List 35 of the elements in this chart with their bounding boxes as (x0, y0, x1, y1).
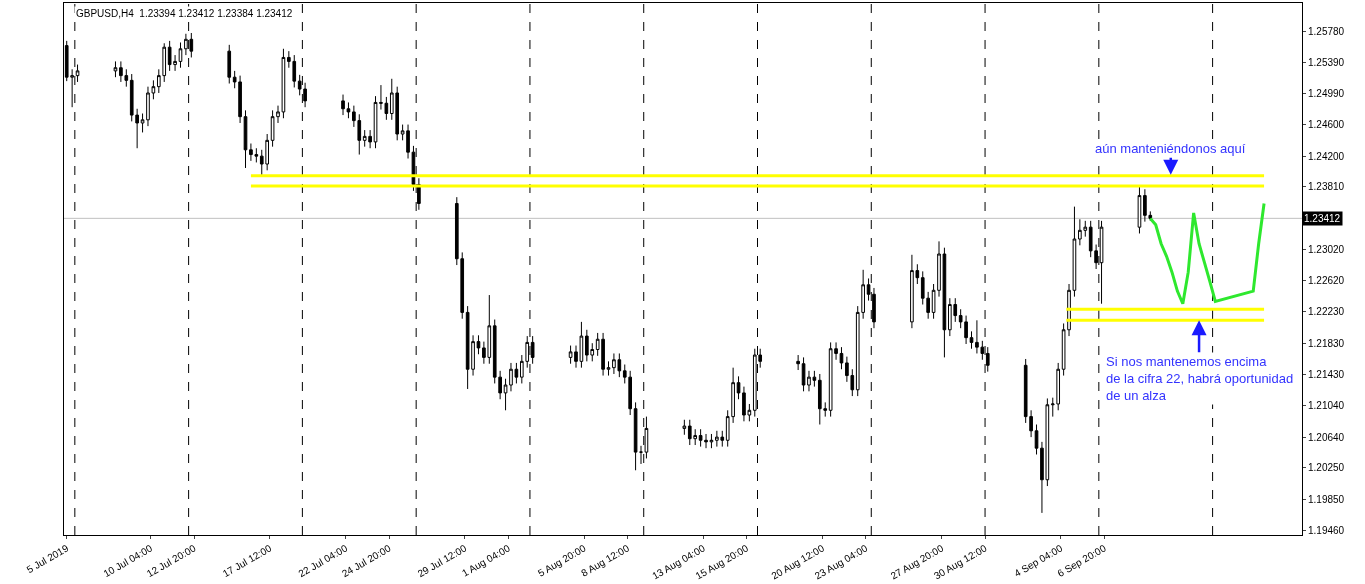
y-tick-label: 1.23020 (1308, 243, 1345, 255)
y-tick-label: 1.23810 (1308, 181, 1345, 193)
annotation: aún manteniéndonos aquí (1095, 141, 1246, 156)
candlestick (227, 44, 232, 85)
candlestick (796, 354, 800, 371)
x-tick-label: 5 Jul 2019 (24, 542, 71, 576)
y-tick-label: 1.25780 (1308, 25, 1345, 37)
candlestick (839, 346, 844, 370)
line-series (1148, 201, 1266, 306)
y-tick-label: 1.19460 (1308, 524, 1345, 536)
y-tick-label: 1.20250 (1308, 462, 1345, 474)
y-tick-label: 1.22620 (1308, 275, 1345, 287)
y-tick-label: 1.24990 (1308, 88, 1345, 100)
candlestick (75, 64, 80, 83)
y-tick-label: 1.21430 (1308, 369, 1345, 381)
annotation: Si nos mantenemos encima de la cifra 22, habrá oportunidad de un alza (1106, 354, 1294, 403)
candlestick (682, 419, 687, 436)
candlestick (178, 41, 183, 69)
y-tick-label: 1.22230 (1308, 306, 1345, 318)
candlestick (606, 360, 611, 377)
candlestick (243, 109, 248, 169)
y-tick-label: 1.20640 (1308, 431, 1345, 443)
text: GBPUSD,H4 1.23394 1.23412 1.23384 1.23412 (76, 8, 293, 19)
candlestick (113, 60, 118, 78)
y-tick-label: 1.25390 (1308, 56, 1345, 68)
candlestick (633, 401, 638, 471)
y-tick-label: 1.21830 (1308, 337, 1345, 349)
ref-line-label: 1.23412 (1304, 213, 1341, 224)
y-tick-label: 1.24600 (1308, 119, 1345, 131)
candlestick (969, 330, 974, 350)
x-tick-label: 17 Jul 12:00 (220, 542, 274, 580)
candlestick (476, 334, 481, 355)
y-tick-label: 1.19850 (1308, 493, 1345, 505)
y-tick-label: 1.21040 (1308, 400, 1345, 412)
y-tick-label: 1.24200 (1308, 150, 1345, 162)
